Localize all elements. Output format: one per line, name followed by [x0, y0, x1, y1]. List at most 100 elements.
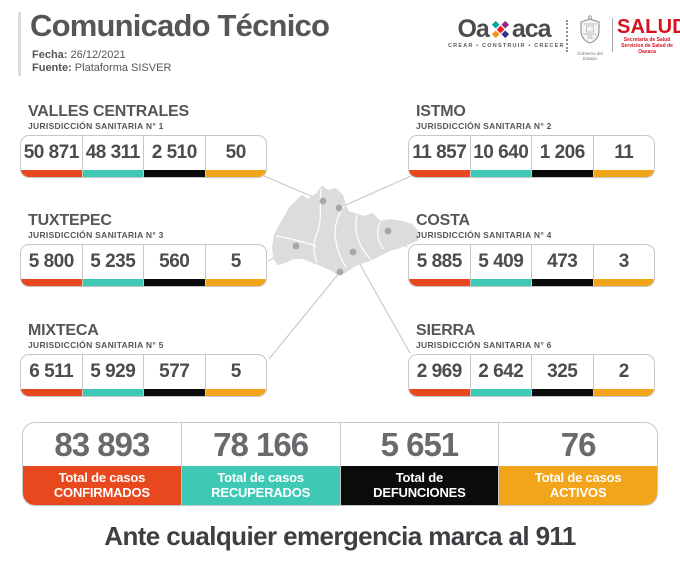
region-block-tuxtepec: TUXTEPEC JURISDICCIÓN SANITARIA N° 3 5 8… [20, 212, 267, 287]
state-coat-of-arms-icon [580, 15, 600, 44]
header-accent-bar [18, 12, 21, 76]
confirmed-underline [409, 389, 470, 396]
region-name: ISTMO [416, 103, 466, 120]
stat-confirmed: 6 511 [21, 355, 83, 396]
emergency-footer: Ante cualquier emergencia marca al 911 [104, 521, 576, 551]
region-jurisdiction: JURISDICCIÓN SANITARIA N° 5 [28, 340, 164, 350]
summary-cell-recovered: 78 166 Total de casos RECUPERADOS [181, 423, 341, 505]
region-jurisdiction: JURISDICCIÓN SANITARIA N° 3 [28, 230, 164, 240]
region-name: COSTA [416, 212, 470, 229]
state-totals-bar: 83 893 Total de casos CONFIRMADOS 78 166… [22, 422, 658, 506]
salud-subtitle-1: Secretaría de Salud [623, 37, 671, 43]
region-name: MIXTECA [28, 322, 99, 339]
deaths-underline [144, 389, 205, 396]
stat-active: 50 [205, 136, 266, 177]
region-jurisdiction: JURISDICCIÓN SANITARIA N° 4 [416, 230, 552, 240]
stat-confirmed: 5 800 [21, 245, 83, 286]
region-stats-table: 5 885 5 409 473 3 [408, 244, 655, 287]
region-jurisdiction: JURISDICCIÓN SANITARIA N° 1 [28, 121, 164, 131]
summary-value-recovered: 78 166 [213, 425, 309, 463]
government-seal-caption: Gobierno del Estado [577, 51, 603, 61]
region-stats-table: 50 871 48 311 2 510 50 [20, 135, 267, 178]
recovered-underline [82, 279, 143, 286]
confirmed-underline [21, 279, 82, 286]
stat-recovered: 5 929 [82, 355, 144, 396]
summary-label-confirmed: Total de casos CONFIRMADOS [23, 466, 181, 505]
recovered-underline [82, 170, 143, 177]
region-name: VALLES CENTRALES [28, 103, 189, 120]
stat-active: 5 [205, 355, 266, 396]
oaxaca-word-post: aca [511, 15, 552, 43]
confirmed-underline [409, 279, 470, 286]
connector-sierra [352, 251, 411, 354]
active-underline [593, 279, 654, 286]
oaxaca-tagline: CREAR • CONSTRUIR • CRECER [448, 43, 565, 49]
stat-active: 3 [593, 245, 654, 286]
region-stats-table: 11 857 10 640 1 206 11 [408, 135, 655, 178]
active-underline [205, 170, 266, 177]
source-line: Fuente: Plataforma SISVER [32, 62, 171, 75]
confirmed-underline [21, 170, 82, 177]
source-label: Fuente: [32, 62, 72, 74]
dot-sierra [349, 248, 357, 256]
oaxaca-x-diamonds-icon [491, 20, 509, 39]
date-label: Fecha: [32, 49, 68, 61]
map-dots [292, 197, 392, 276]
stat-active: 2 [593, 355, 654, 396]
dot-costa [384, 227, 392, 235]
stat-deaths: 325 [532, 355, 594, 396]
region-jurisdiction: JURISDICCIÓN SANITARIA N° 2 [416, 121, 552, 131]
stat-deaths: 1 206 [532, 136, 594, 177]
recovered-underline [470, 170, 531, 177]
summary-label-active: Total de casos ACTIVOS [499, 466, 657, 505]
region-name: SIERRA [416, 322, 476, 339]
salud-wordmark: SALUD [617, 16, 680, 38]
deaths-underline [144, 170, 205, 177]
active-underline [205, 389, 266, 396]
region-jurisdiction: JURISDICCIÓN SANITARIA N° 6 [416, 340, 552, 350]
summary-cell-confirmed: 83 893 Total de casos CONFIRMADOS [23, 423, 182, 505]
header-meta: Fecha: 26/12/2021 Fuente: Plataforma SIS… [32, 49, 171, 75]
stat-deaths: 473 [532, 245, 594, 286]
stat-recovered: 48 311 [82, 136, 144, 177]
dot-mixteca [336, 268, 344, 276]
summary-cell-active: 76 Total de casos ACTIVOS [499, 423, 657, 505]
dot-tuxtepec [292, 242, 300, 250]
region-block-costa: COSTA JURISDICCIÓN SANITARIA N° 4 5 885 … [408, 212, 655, 287]
dot-istmo [335, 204, 343, 212]
stat-deaths: 577 [144, 355, 206, 396]
oaxaca-wordmark: Oa aca [448, 15, 560, 43]
logo-solid-divider [612, 18, 613, 52]
recovered-underline [470, 279, 531, 286]
date-value: 26/12/2021 [70, 49, 126, 61]
logo-dotted-divider [566, 20, 568, 52]
oaxaca-state-shape [272, 186, 419, 275]
stat-confirmed: 11 857 [409, 136, 471, 177]
stat-confirmed: 2 969 [409, 355, 471, 396]
salud-subtitle-2: Servicios de Salud de Oaxaca [621, 43, 673, 55]
stat-active: 11 [593, 136, 654, 177]
stat-active: 5 [205, 245, 266, 286]
summary-label-deaths: Total de DEFUNCIONES [340, 466, 499, 505]
region-block-istmo: ISTMO JURISDICCIÓN SANITARIA N° 2 11 857… [408, 103, 655, 178]
page-title: Comunicado Técnico [30, 8, 330, 43]
stat-deaths: 2 510 [144, 136, 206, 177]
summary-value-active: 76 [560, 425, 597, 463]
date-line: Fecha: 26/12/2021 [32, 49, 171, 62]
region-block-valles-centrales: VALLES CENTRALES JURISDICCIÓN SANITARIA … [20, 103, 267, 178]
stat-recovered: 2 642 [470, 355, 532, 396]
active-underline [205, 279, 266, 286]
deaths-underline [532, 279, 593, 286]
recovered-underline [470, 389, 531, 396]
summary-value-confirmed: 83 893 [54, 425, 150, 463]
stat-recovered: 5 235 [82, 245, 144, 286]
region-block-mixteca: MIXTECA JURISDICCIÓN SANITARIA N° 5 6 51… [20, 322, 267, 397]
deaths-underline [532, 389, 593, 396]
connector-mixteca [268, 271, 341, 360]
stat-confirmed: 50 871 [21, 136, 83, 177]
active-underline [593, 389, 654, 396]
confirmed-underline [409, 170, 470, 177]
region-stats-table: 5 800 5 235 560 5 [20, 244, 267, 287]
